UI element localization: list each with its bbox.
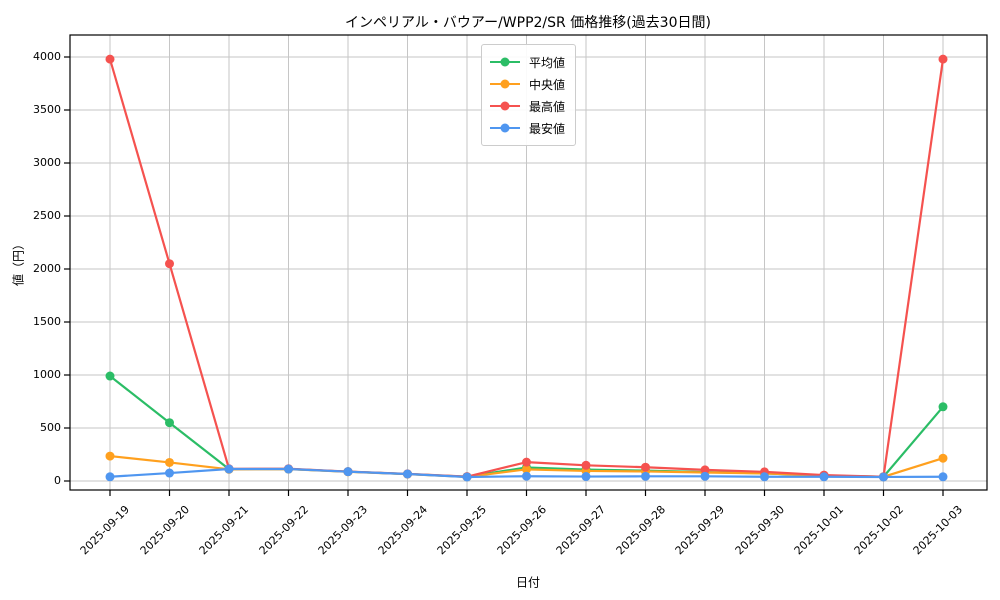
legend: 平均値 中央値 最高値 最安値: [481, 44, 577, 146]
series-point-min: [105, 472, 115, 482]
legend-label-average: 平均値: [529, 55, 566, 70]
series-point-min: [403, 469, 412, 479]
legend-item-average: 平均値: [490, 51, 565, 73]
y-tick-label: 0: [54, 474, 61, 487]
series-point-min: [641, 471, 650, 481]
median-series-marker-icon: [490, 79, 520, 89]
series-point-min: [760, 472, 769, 482]
series-point-min: [522, 471, 531, 481]
series-point-median: [938, 453, 948, 463]
series-point-median: [165, 457, 174, 467]
legend-item-max: 最高値: [490, 95, 565, 117]
series-point-min: [819, 472, 829, 482]
chart-title: インペリアル・バウアー/WPP2/SR 価格推移(過去30日間): [345, 15, 711, 31]
y-tick-label: 1000: [33, 368, 61, 381]
series-point-max: [641, 462, 650, 472]
series-point-max: [165, 259, 174, 269]
series-point-median: [105, 451, 115, 461]
series-point-average: [938, 402, 948, 412]
min-series-marker-icon: [490, 123, 520, 133]
y-tick-label: 3500: [33, 103, 61, 116]
y-tick-label: 3000: [33, 156, 61, 169]
series-point-min: [462, 472, 472, 482]
legend-item-median: 中央値: [490, 73, 565, 95]
plot-border: [69, 34, 988, 491]
series-point-min: [165, 468, 174, 478]
legend-label-min: 最安値: [529, 121, 566, 136]
series-point-average: [165, 418, 174, 428]
series-point-max: [938, 54, 948, 64]
series-point-min: [700, 471, 710, 481]
series-point-max: [105, 54, 115, 64]
y-tick-label: 500: [40, 421, 61, 434]
series-point-min: [581, 472, 591, 482]
series-point-average: [105, 371, 115, 381]
legend-label-median: 中央値: [529, 77, 566, 92]
average-series-marker-icon: [490, 57, 520, 67]
series-point-max: [700, 465, 710, 475]
legend-item-min: 最安値: [490, 117, 565, 139]
legend-label-max: 最高値: [529, 99, 566, 114]
series-point-min: [343, 467, 353, 477]
series-point-max: [522, 457, 531, 467]
x-axis-label: 日付: [515, 575, 541, 590]
series-point-max: [581, 460, 591, 470]
y-tick-label: 2500: [33, 209, 61, 222]
max-series-marker-icon: [490, 101, 520, 111]
y-tick-label: 4000: [33, 50, 61, 63]
series-point-median: [522, 464, 531, 474]
series-point-min: [938, 472, 948, 482]
series-point-min: [224, 464, 234, 474]
y-tick-label: 1500: [33, 315, 61, 328]
y-tick-label: 2000: [33, 262, 61, 275]
series-point-min: [284, 464, 293, 474]
series-point-min: [879, 472, 888, 482]
